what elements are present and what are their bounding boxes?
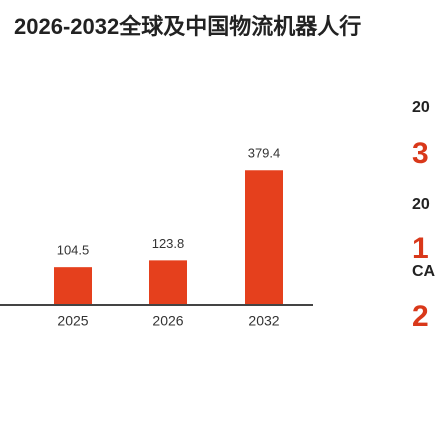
panel-label: 20 bbox=[412, 99, 430, 116]
panel-label: CA bbox=[412, 263, 436, 280]
x-tick-label: 2026 bbox=[152, 313, 183, 329]
bar bbox=[54, 267, 92, 304]
x-tick-label: 2025 bbox=[57, 313, 88, 329]
panel-value: 2 bbox=[412, 300, 429, 333]
value-label: 123.8 bbox=[152, 236, 185, 251]
chart-title: 2026-2032全球及中国物流机器人行 bbox=[14, 14, 361, 39]
panel-label: 20 bbox=[412, 196, 430, 213]
bar bbox=[245, 170, 283, 304]
value-label: 379.4 bbox=[248, 146, 281, 161]
x-tick-label: 2032 bbox=[248, 313, 279, 329]
panel-value: 3 bbox=[412, 137, 429, 170]
panel-value: 1 bbox=[412, 232, 429, 265]
bar bbox=[149, 260, 187, 304]
value-label: 104.5 bbox=[57, 243, 90, 258]
